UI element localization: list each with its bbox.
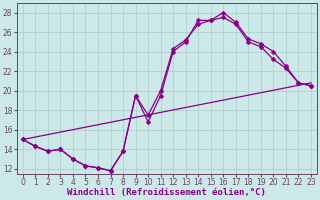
X-axis label: Windchill (Refroidissement éolien,°C): Windchill (Refroidissement éolien,°C) [68, 188, 266, 197]
